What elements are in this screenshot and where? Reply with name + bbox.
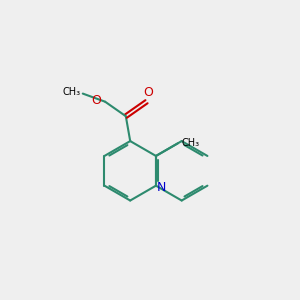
Text: O: O [143, 86, 153, 99]
Text: CH₃: CH₃ [62, 87, 80, 97]
Text: N: N [157, 181, 166, 194]
Text: O: O [92, 94, 102, 107]
Text: CH₃: CH₃ [182, 138, 200, 148]
